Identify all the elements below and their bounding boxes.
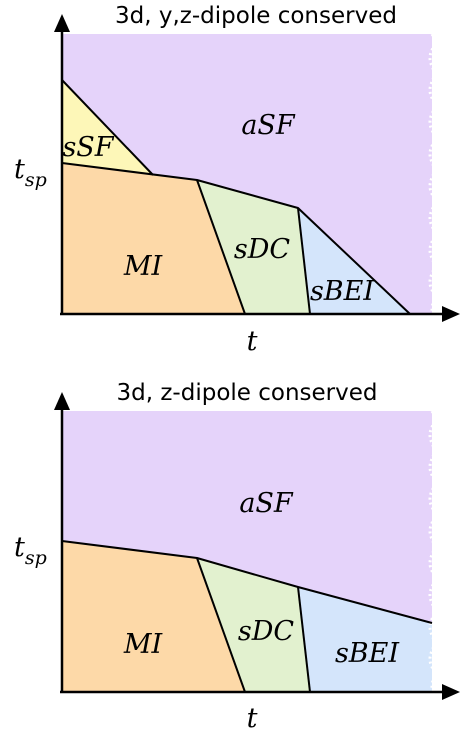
panel-2-region-sdc xyxy=(197,558,310,692)
panel-1-cut-edge xyxy=(428,33,436,314)
panel-1: 3d, y,z-dipole conserved t tsp aSF sSF M… xyxy=(14,3,460,357)
panel-2-label-mi: MI xyxy=(123,629,164,660)
panel-1-y-tick-sub: sp xyxy=(25,169,47,191)
panel-2-region-sbei xyxy=(298,587,432,692)
panel-1-label-sbei: sBEI xyxy=(310,276,375,307)
panel-2-boundary-upper xyxy=(61,540,433,624)
panel-1-region-asf xyxy=(62,34,432,314)
panel-2-region-mi xyxy=(62,541,245,692)
panel-2-boundary-sdc-sbei xyxy=(297,586,311,693)
panel-2-x-axis-arrow xyxy=(442,684,460,700)
panel-1-boundary-upper xyxy=(61,162,411,315)
panel-1-title: 3d, y,z-dipole conserved xyxy=(115,3,397,29)
panel-2-label-asf: aSF xyxy=(239,488,294,519)
panel-2-region-asf xyxy=(62,411,432,623)
panel-1-y-axis-arrow xyxy=(54,14,70,32)
panel-1-y-tick-main: t xyxy=(14,154,25,185)
panel-2-y-tick-main: t xyxy=(14,532,25,563)
panel-1-boundary-mi-sdc xyxy=(196,179,246,315)
panel-2-label-sbei: sBEI xyxy=(335,638,400,669)
panel-1-boundary-ssf-asf xyxy=(61,79,154,176)
panel-2-y-tick-label: tsp xyxy=(14,532,47,569)
panel-2-title: 3d, z-dipole conserved xyxy=(117,380,378,406)
panel-1-y-tick-label: tsp xyxy=(14,154,47,191)
panel-2-y-tick-sub: sp xyxy=(25,547,47,569)
panel-2: 3d, z-dipole conserved t tsp aSF MI sDC … xyxy=(14,380,460,734)
panel-2-boundary-mi-sdc xyxy=(196,557,246,693)
panel-1-boundary-sdc-sbei xyxy=(297,207,311,315)
panel-2-y-axis-arrow xyxy=(54,392,70,410)
panel-1-label-ssf: sSF xyxy=(62,132,114,163)
panel-1-x-axis-arrow xyxy=(442,306,460,322)
panel-2-cut-edge xyxy=(428,410,436,692)
panel-2-label-sdc: sDC xyxy=(238,616,295,647)
panel-1-region-mi xyxy=(62,163,245,314)
panel-2-x-axis-label: t xyxy=(247,703,258,734)
panel-1-label-sdc: sDC xyxy=(234,234,291,265)
panel-1-label-mi: MI xyxy=(123,251,164,282)
panel-1-x-axis-label: t xyxy=(247,326,258,357)
panel-1-label-asf: aSF xyxy=(241,110,296,141)
panel-1-region-sdc xyxy=(197,180,310,314)
